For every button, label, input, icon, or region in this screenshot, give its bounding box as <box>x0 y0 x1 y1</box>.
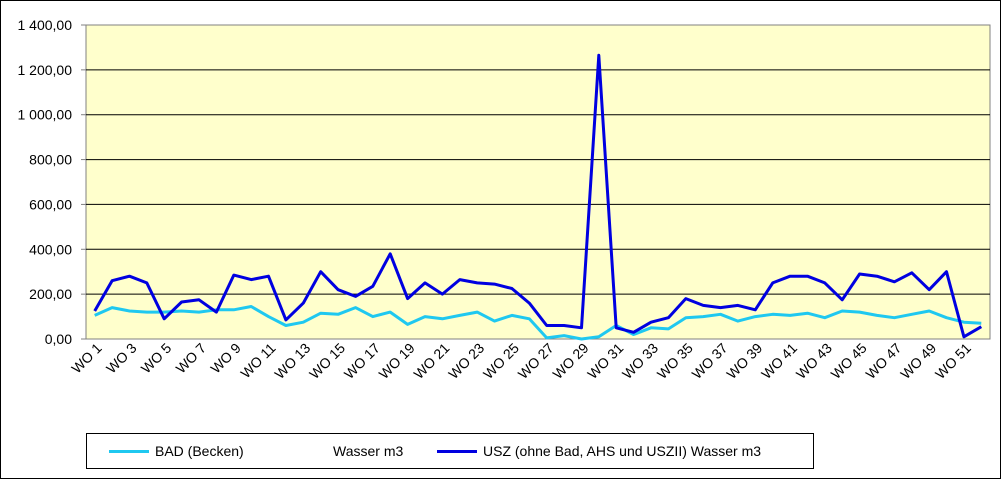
y-tick-label: 400,00 <box>29 241 72 257</box>
series-line-0 <box>94 305 982 341</box>
legend-item-wasser: Wasser m3 <box>333 434 403 468</box>
x-tick-label: WO 17 <box>341 340 383 382</box>
x-tick-label: WO 13 <box>271 340 313 382</box>
series-line-1 <box>93 53 983 339</box>
legend-label-usz: USZ (ohne Bad, AHS und USZII) Wasser m3 <box>483 443 762 459</box>
y-tick-label: 600,00 <box>29 196 72 212</box>
x-tick-label: WO 5 <box>138 340 175 377</box>
x-tick-label: WO 21 <box>410 340 452 382</box>
legend-label-wasser: Wasser m3 <box>333 443 404 459</box>
x-tick-label: WO 45 <box>828 340 870 382</box>
x-tick-label: WO 41 <box>758 340 800 382</box>
x-tick-label: WO 37 <box>689 340 731 382</box>
y-axis-tick-labels: 0,00 200,00 400,00 600,00 800,00 1 000,00 1 20… <box>18 17 86 347</box>
x-tick-label: WO 47 <box>862 340 904 382</box>
x-tick-label: WO 1 <box>68 340 105 377</box>
gridlines <box>86 69 990 295</box>
x-tick-label: WO 33 <box>619 340 661 382</box>
x-tick-label: WO 39 <box>723 340 765 382</box>
x-tick-label: WO 3 <box>103 340 140 377</box>
x-tick-label: WO 23 <box>445 340 487 382</box>
x-tick-label: WO 11 <box>237 340 279 382</box>
x-tick-label: WO 51 <box>932 340 974 382</box>
y-tick-label: 1 000,00 <box>18 107 73 123</box>
x-tick-label: WO 27 <box>515 340 557 382</box>
legend-swatch-bad <box>109 449 149 453</box>
legend-swatch-usz <box>437 449 477 453</box>
y-tick-label: 200,00 <box>29 286 72 302</box>
y-tick-label: 1 200,00 <box>18 62 73 78</box>
x-tick-label: WO 43 <box>793 340 835 382</box>
x-tick-label: WO 31 <box>584 340 626 382</box>
x-tick-label: WO 7 <box>173 340 210 377</box>
y-tick-label: 0,00 <box>45 331 72 347</box>
y-tick-label: 800,00 <box>29 152 72 168</box>
x-tick-label: WO 25 <box>480 340 522 382</box>
plot-area <box>85 24 991 340</box>
x-tick-label: WO 15 <box>306 340 348 382</box>
x-tick-label: WO 35 <box>654 340 696 382</box>
x-tick-label: WO 29 <box>549 340 591 382</box>
x-tick-label: WO 19 <box>376 340 418 382</box>
series-lines <box>93 53 983 341</box>
legend-item-usz: USZ (ohne Bad, AHS und USZII) Wasser m3 <box>437 434 761 468</box>
y-tick-label: 1 400,00 <box>18 17 73 33</box>
legend: BAD (Becken) Wasser m3 USZ (ohne Bad, AH… <box>86 433 814 469</box>
legend-item-bad: BAD (Becken) <box>109 434 244 468</box>
legend-label-bad: BAD (Becken) <box>155 443 244 459</box>
x-tick-label: WO 49 <box>897 340 939 382</box>
